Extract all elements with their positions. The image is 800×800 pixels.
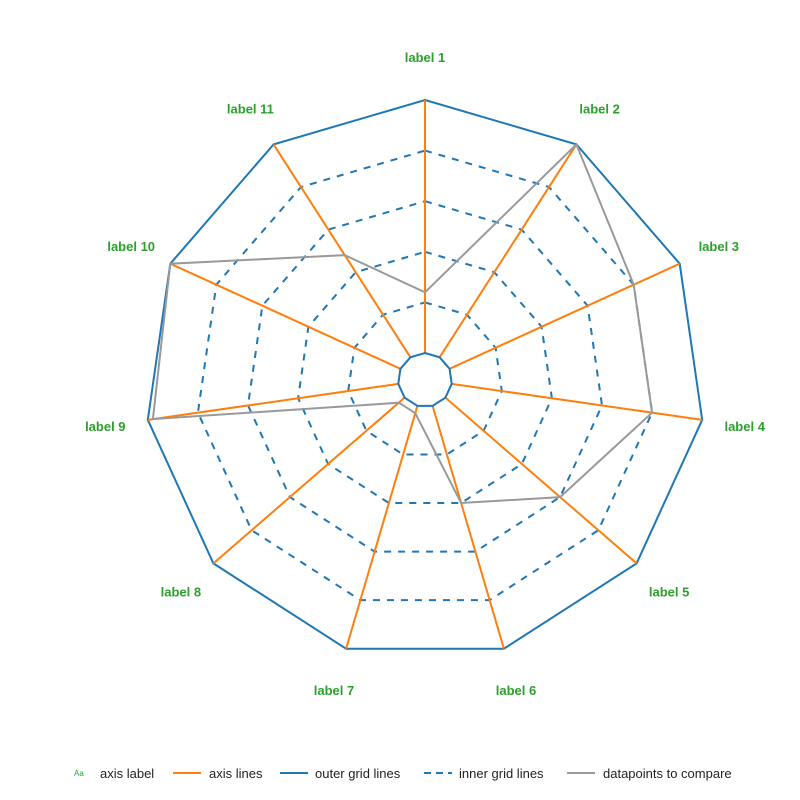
axis-label-1: label 1 (405, 50, 445, 65)
inner-grid-ring-2 (297, 250, 553, 504)
legend-inner-grid-text: inner grid lines (459, 766, 544, 781)
legend-axis-label-text: axis label (100, 766, 154, 781)
outer-grid-ring (146, 98, 704, 650)
outer-grid-line (146, 98, 704, 650)
axis-line-2 (438, 143, 578, 358)
inner-grid-ring-3 (246, 200, 604, 553)
axis-line-6 (431, 405, 505, 649)
axis-lines (147, 100, 703, 649)
axis-line-7 (345, 405, 419, 649)
legend-axis-label-icon: Aa (74, 769, 84, 778)
axis-line-11 (272, 143, 412, 358)
axis-line-4 (451, 382, 703, 421)
axis-label-3: label 3 (699, 239, 739, 254)
legend-axis-lines-text: axis lines (209, 766, 263, 781)
axis-line-10 (169, 262, 401, 370)
axis-label-11: label 11 (227, 101, 274, 116)
axis-label-10: label 10 (107, 239, 155, 254)
axis-label-8: label 8 (161, 585, 201, 600)
axis-line-3 (449, 262, 681, 370)
center-ring (397, 351, 453, 407)
axis-label-6: label 6 (496, 683, 536, 698)
axis-labels: label 1 label 2 label 3 label 4 label 5 label… (85, 50, 766, 698)
center-ring-polygon (397, 351, 453, 407)
legend-compare-text: datapoints to compare (603, 766, 732, 781)
axis-label-5: label 5 (649, 585, 689, 600)
axis-line-5 (444, 396, 638, 565)
axis-label-9: label 9 (85, 419, 125, 434)
compare-series-1 (151, 142, 654, 505)
legend: Aa axis label axis lines outer grid line… (74, 766, 732, 781)
inner-grid-lines (196, 149, 654, 602)
axis-label-4: label 4 (724, 419, 765, 434)
axis-line-9 (147, 382, 399, 421)
axis-label-2: label 2 (579, 101, 619, 116)
axis-line-8 (212, 396, 406, 565)
inner-grid-ring-1 (347, 301, 503, 456)
axis-label-7: label 7 (314, 683, 354, 698)
legend-outer-grid-text: outer grid lines (315, 766, 401, 781)
datapoints-to-compare (151, 142, 654, 505)
